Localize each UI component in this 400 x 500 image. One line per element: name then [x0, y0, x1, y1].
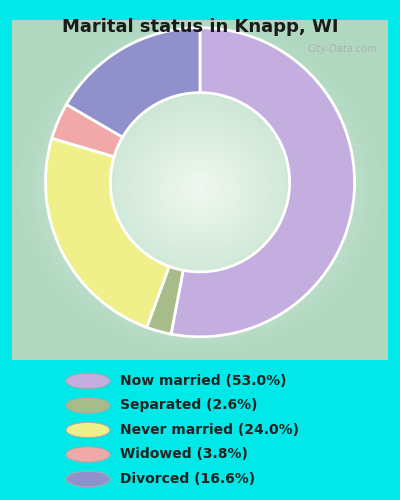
Wedge shape [171, 28, 354, 337]
Wedge shape [52, 104, 122, 156]
Circle shape [66, 374, 110, 388]
Text: Now married (53.0%): Now married (53.0%) [120, 374, 286, 388]
Circle shape [66, 472, 110, 486]
Text: Widowed (3.8%): Widowed (3.8%) [120, 448, 248, 462]
Wedge shape [147, 266, 183, 334]
Circle shape [66, 398, 110, 413]
Wedge shape [66, 28, 200, 137]
Circle shape [66, 422, 110, 438]
Text: City-Data.com: City-Data.com [307, 44, 377, 54]
Text: Marital status in Knapp, WI: Marital status in Knapp, WI [62, 18, 338, 36]
Circle shape [66, 447, 110, 462]
Text: Separated (2.6%): Separated (2.6%) [120, 398, 258, 412]
Text: Divorced (16.6%): Divorced (16.6%) [120, 472, 255, 486]
Text: Never married (24.0%): Never married (24.0%) [120, 423, 299, 437]
Wedge shape [46, 138, 169, 328]
